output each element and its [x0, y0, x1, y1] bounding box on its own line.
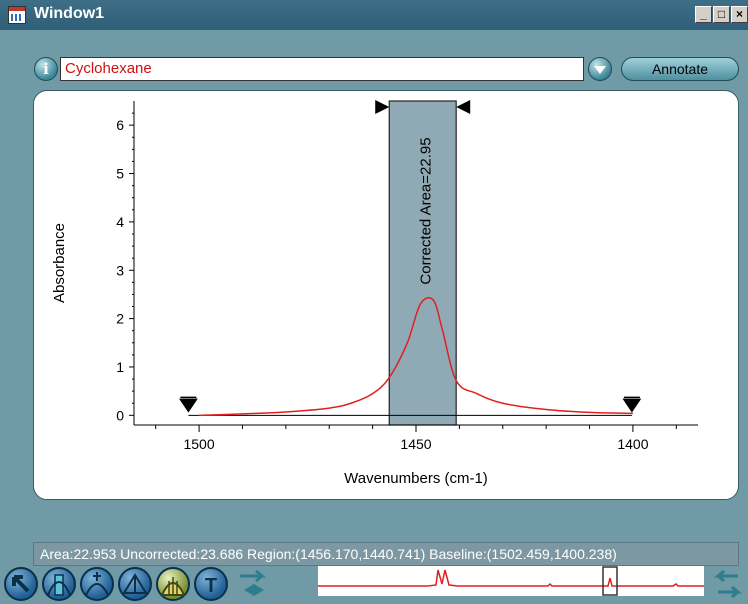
overview-spectrum: [318, 566, 704, 596]
spectrum-plot-panel[interactable]: Corrected Area=22.95 0 1 2 3 4 5 6 1500 1450 1400 W…: [33, 90, 739, 500]
y-axis-label: Absorbance: [51, 223, 68, 303]
x-tick-label: 1450: [400, 436, 431, 452]
area-annotation: Corrected Area=22.95: [418, 137, 435, 284]
overview-strip[interactable]: [318, 566, 704, 596]
swap-spectra-icon[interactable]: [236, 568, 270, 600]
peak-pick-tool-icon[interactable]: [80, 567, 114, 601]
region-tool-icon[interactable]: [42, 567, 76, 601]
y-tick-label: 3: [116, 262, 124, 278]
window-app-icon: [8, 6, 26, 24]
region-left-handle[interactable]: [375, 100, 390, 114]
x-tick-label: 1500: [183, 436, 214, 452]
baseline-marker-right[interactable]: [622, 396, 642, 413]
spectrum-chart[interactable]: Corrected Area=22.95 0 1 2 3 4 5 6 1500 1450 1400 W…: [34, 91, 739, 500]
baseline-marker-left[interactable]: [179, 396, 198, 413]
minimize-button[interactable]: _: [695, 6, 712, 23]
spectrum-name-field[interactable]: Cyclohexane: [60, 57, 584, 81]
integration-region: [388, 100, 457, 426]
y-tick-label: 4: [116, 214, 124, 230]
text-tool-icon[interactable]: T: [194, 567, 228, 601]
x-tick-label: 1400: [617, 436, 648, 452]
status-bar: Area:22.953 Uncorrected:23.686 Region:(1…: [33, 542, 739, 566]
info-icon[interactable]: i: [34, 57, 58, 81]
spectrum-line: [199, 297, 633, 417]
window-title: Window1: [34, 5, 105, 22]
y-tick-label: 5: [116, 166, 124, 182]
y-tick-label: 2: [116, 311, 124, 327]
close-button[interactable]: ×: [731, 6, 748, 23]
area-tool-icon[interactable]: [156, 567, 190, 601]
y-tick-label: 0: [116, 407, 124, 423]
scroll-arrows-icon[interactable]: [712, 568, 744, 600]
pointer-tool-icon[interactable]: [4, 567, 38, 601]
baseline-tool-icon[interactable]: [118, 567, 152, 601]
title-bar: Window1 _ □ ×: [0, 0, 748, 30]
annotate-button[interactable]: Annotate: [621, 57, 739, 81]
maximize-button[interactable]: □: [713, 6, 730, 23]
window-controls: _ □ ×: [695, 6, 748, 24]
region-right-handle[interactable]: [456, 100, 471, 114]
spectrum-dropdown-button[interactable]: [588, 57, 612, 81]
y-tick-label: 6: [116, 117, 124, 133]
bottom-toolbar: T: [0, 566, 748, 604]
y-tick-label: 1: [116, 359, 124, 375]
x-axis-label: Wavenumbers (cm-1): [344, 470, 488, 487]
svg-text:T: T: [205, 575, 217, 597]
